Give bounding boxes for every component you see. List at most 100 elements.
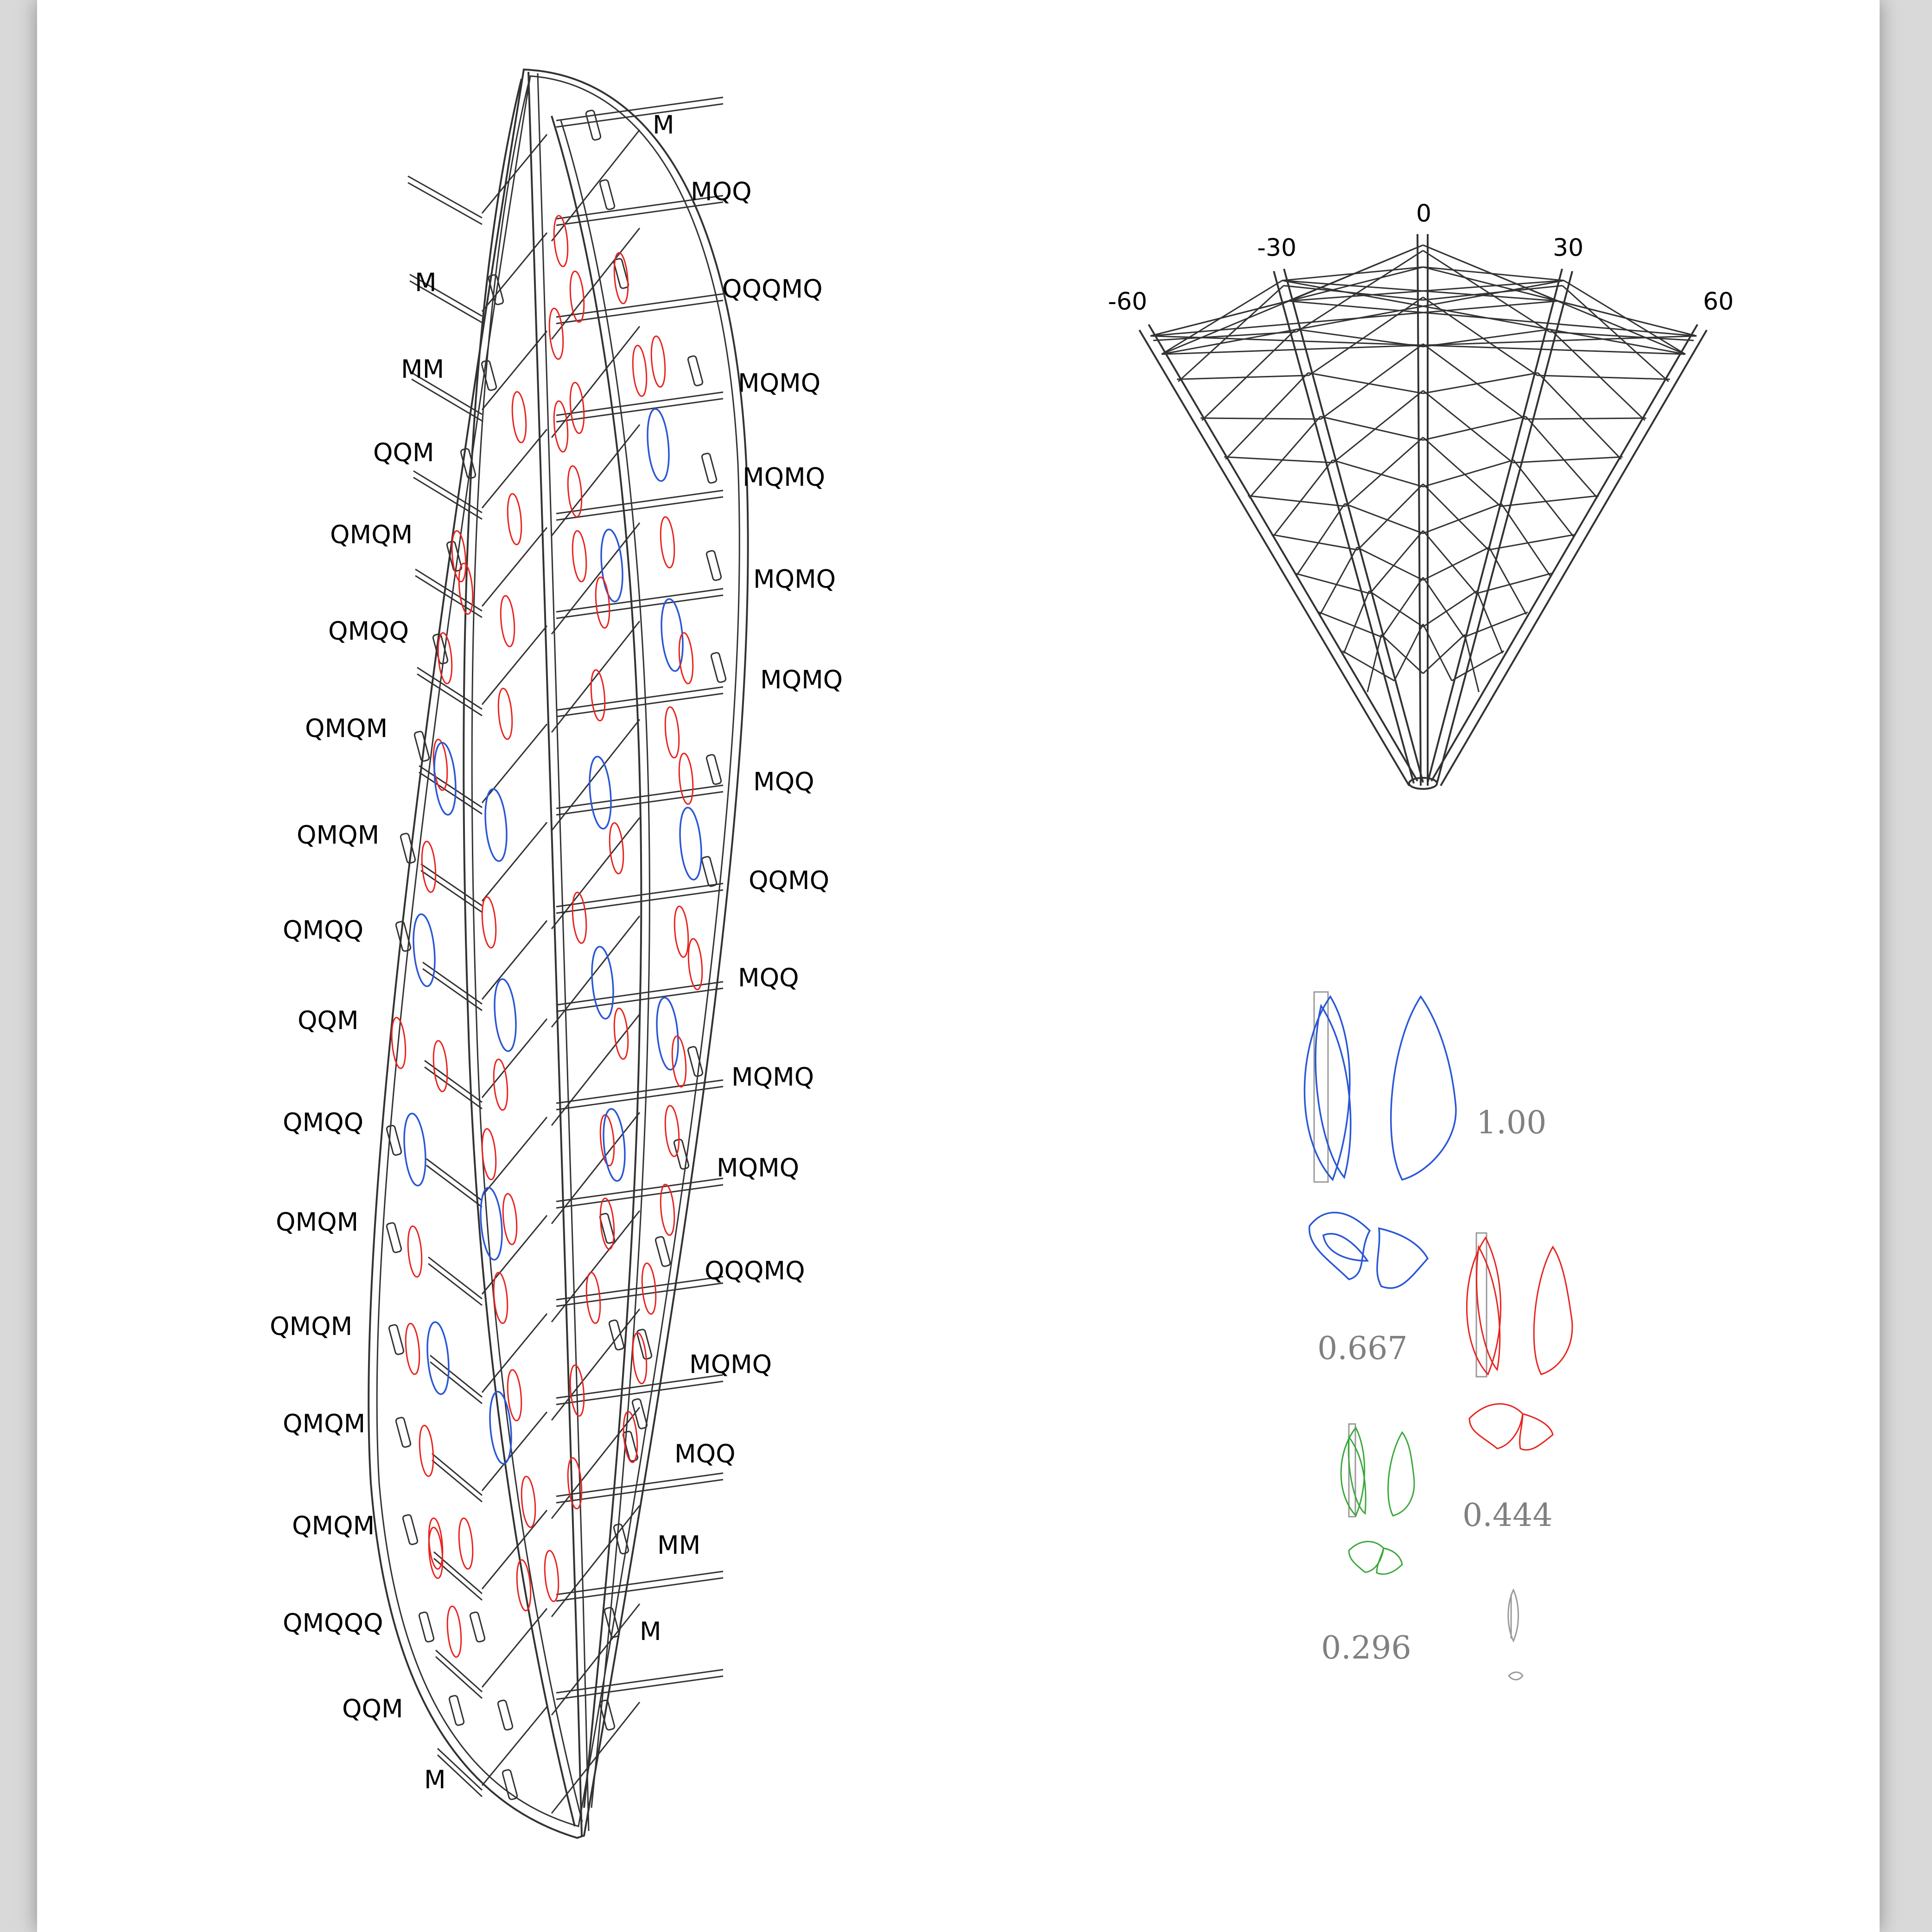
fan-arm-minus-60-inner [1138,329,1410,787]
leaf-rib-inner2-14 [551,1407,641,1519]
leaf-joint-ellipses [391,215,703,1658]
leaf-rib-left-b-4 [413,477,483,520]
leaf-rib-right-b-14 [556,1380,724,1405]
fan-angle-label-5: 60 [1703,288,1734,316]
right-label-17: M [640,1617,661,1646]
slot-marker-5 [701,452,718,484]
fan-lattice-line-69 [1476,591,1503,654]
leaf-rib-inner-2 [481,232,548,312]
leaf-rib-inner-13 [481,1313,548,1393]
leaf-rib-right-b-2 [556,201,724,226]
leaf-rib-inner-7 [481,724,548,803]
left-label-16: QQM [342,1694,403,1723]
fan-lattice-line-17 [1342,650,1395,681]
blue-joint-ellipse-51 [480,1187,503,1261]
leaf-rib-inner-10 [481,1018,548,1098]
blue-side-view [1303,995,1351,1182]
fan-lattice-line-2 [1177,285,1284,382]
slot-marker-9 [701,856,718,887]
fan-lattice-line-8 [1248,416,1321,499]
right-label-14: MQMQ [689,1350,772,1379]
left-label-11: QMQM [276,1208,358,1237]
fan-lattice-line-43 [1423,390,1513,464]
fan-arm-30 [1427,268,1563,783]
green-top-view-1 [1348,1541,1385,1573]
slot-marker-16 [604,1607,620,1638]
fan-lattice-line-37 [1423,250,1550,333]
leaf-rib-inner2-6 [551,621,641,733]
slot-marker-22 [432,633,449,665]
slot-marker-28 [388,1324,405,1355]
red-joint-ellipse-24 [632,344,648,397]
slot-marker-17 [599,1699,616,1731]
red-top-view-1 [1468,1403,1524,1449]
slot-marker-26 [386,1125,402,1156]
leaf-rib-left-b-12 [428,1263,483,1306]
slot-marker-21 [446,540,463,572]
leaf-rib-right-2 [556,195,724,220]
fan-arm-60 [1430,324,1698,782]
red-joint-ellipse-65 [391,1017,407,1069]
red-joint-ellipse-10 [590,669,606,722]
fan-lattice-line-29 [1344,503,1424,534]
blue-joint-ellipse-46 [484,788,508,862]
grey-top-view [1508,1671,1524,1681]
leaf-rib-left-b-10 [424,1066,483,1110]
leaf-rib-inner-17 [481,1706,548,1786]
red-joint-ellipse-49 [493,1058,508,1111]
red-joint-ellipse-59 [458,562,474,615]
blue-joint-ellipse-35 [656,997,679,1071]
fan-lattice-line-54 [1422,634,1465,674]
fan-lattice-line-66 [1488,534,1576,551]
leaf-rib-right-b-6 [556,594,724,619]
leaf-rib-left-13 [430,1354,483,1398]
left-label-15: QMQQQ [283,1608,383,1638]
red-joint-ellipse-39 [641,1262,657,1315]
fan-lattice-line-85 [1161,280,1564,355]
leaf-rib-inner2-9 [551,915,641,1028]
slot-marker-11 [673,1138,690,1170]
slot-marker-25 [395,921,412,952]
blue-joint-ellipse-54 [489,1391,512,1465]
slot-marker-1 [585,109,602,141]
blue-side-bar [1313,991,1329,1183]
fan-angle-label-3: 0 [1416,200,1431,228]
fan-lattice-line-47 [1422,483,1489,551]
fan-lattice-line-51 [1422,577,1465,638]
fan-lattice-line-38 [1423,285,1563,301]
blue-top-view-2 [1322,1233,1369,1262]
leaf-rib-inner-12 [481,1215,548,1295]
red-top-view-2 [1519,1413,1554,1451]
leaf-rib-left-1 [407,175,483,219]
scaled-leaf-shapes [1303,991,1573,1681]
leaf-rib-inner2-17 [551,1702,641,1814]
slot-marker-30 [402,1514,419,1545]
leaf-rib-right-7 [556,686,724,711]
fan-lattice-line-82 [1288,244,1424,302]
fan-lattice-line-86 [1288,280,1564,302]
fan-lattice-line-67 [1488,547,1527,615]
leaf-rib-inner2-15 [551,1505,641,1617]
blue-joint-ellipse-14 [591,946,614,1020]
fan-lattice-line-92 [1558,300,1697,337]
fan-lattice-line-57 [1550,329,1646,421]
fan-lattice-line-62 [1513,456,1623,464]
fan-lattice-line-71 [1464,634,1480,693]
fan-arm-minus-30-inner [1283,268,1424,783]
leaf-cross-ribs [407,96,724,1814]
fan-lattice-line-87 [1423,266,1564,281]
red-joint-ellipse-37 [664,1105,680,1157]
slot-marker-15 [613,1523,629,1555]
red-joint-ellipse-34 [687,938,703,991]
red-joint-ellipse-7 [572,530,587,583]
fan-angle-label-2: -30 [1257,234,1296,262]
right-label-7: MQMQ [760,665,843,694]
left-label-9: QQM [298,1006,359,1035]
red-joint-ellipse-60 [437,632,453,685]
fan-arm-30-inner [1436,271,1573,784]
fan-lattice-line-18 [1366,634,1382,693]
grey-shape-group [1507,1588,1524,1681]
leaf-rib-inner2-7 [551,719,641,831]
slot-marker-37 [608,1319,625,1351]
left-label-6: QMQM [305,714,388,743]
